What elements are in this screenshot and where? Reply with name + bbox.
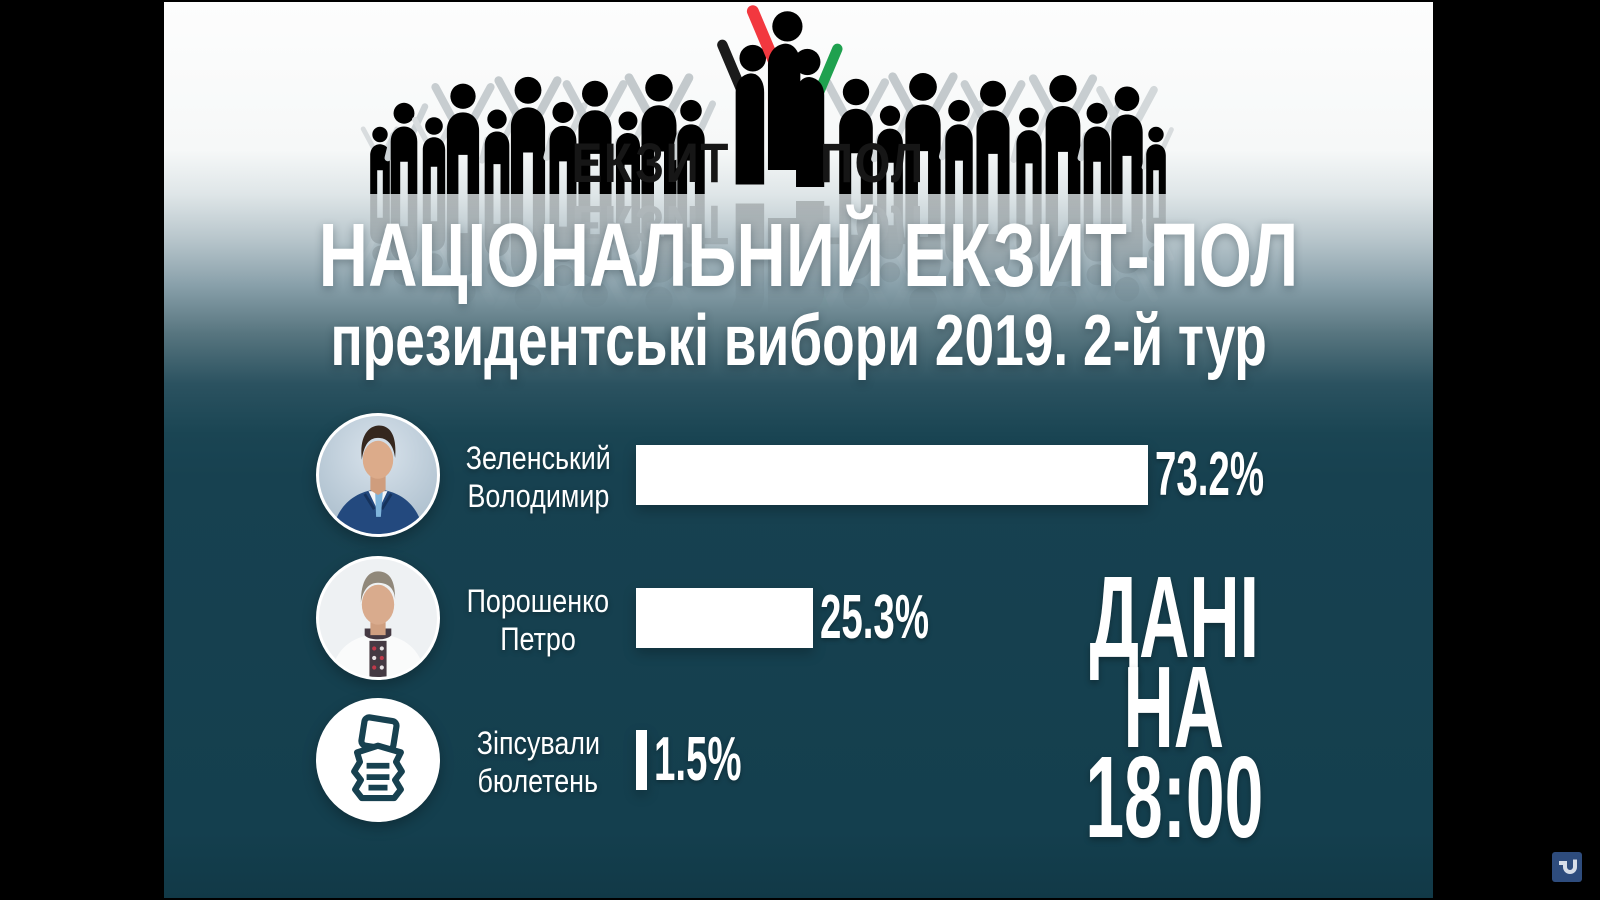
- page-title: НАЦІОНАЛЬНИЙ ЕКЗИТ-ПОЛ: [318, 206, 1299, 306]
- result-value: 25.3%: [820, 583, 930, 652]
- logo-text-right: ПОЛ: [820, 132, 925, 194]
- result-value: 73.2%: [1155, 440, 1265, 509]
- result-value: 1.5%: [653, 725, 742, 794]
- zelensky-avatar: [316, 413, 440, 537]
- result-row-zelensky: Зеленський Володимир 73.2%: [164, 413, 1433, 537]
- data-as-of-block: ДАНІ НА 18:00: [1084, 552, 1264, 862]
- result-bar: [636, 588, 814, 648]
- poroshenko-portrait: [319, 559, 437, 677]
- result-bar: [636, 445, 1149, 505]
- result-row-spoiled-ballot: Зіпсували бюлетень 1.5%: [164, 698, 1433, 822]
- spoiled-ballot-badge: [316, 698, 440, 822]
- exit-poll-logo: ЕКЗИТ ПОЛ: [164, 2, 1433, 332]
- content-area: ЕКЗИТ ПОЛ НАЦІОНАЛЬНИЙ ЕКЗИТ-ПОЛ президе…: [164, 2, 1433, 898]
- channel-watermark: [1552, 852, 1582, 882]
- result-bar: [636, 730, 647, 790]
- page-subtitle: президентські вибори 2019. 2-й тур: [330, 301, 1267, 381]
- logo-text-left: ЕКЗИТ: [572, 132, 730, 194]
- zelensky-portrait: [319, 416, 437, 534]
- candidate-name: Порошенко Петро: [466, 583, 610, 657]
- poroshenko-avatar: [316, 556, 440, 680]
- candidate-name: Зіпсували бюлетень: [476, 725, 600, 799]
- crowd-silhouettes: [363, 73, 1171, 194]
- spoiled-ballot-icon: [319, 701, 437, 819]
- watermark-logo-icon: [1559, 859, 1577, 874]
- result-row-poroshenko: Порошенко Петро 25.3%: [164, 556, 1433, 680]
- candidate-name: Зеленський Володимир: [465, 440, 611, 514]
